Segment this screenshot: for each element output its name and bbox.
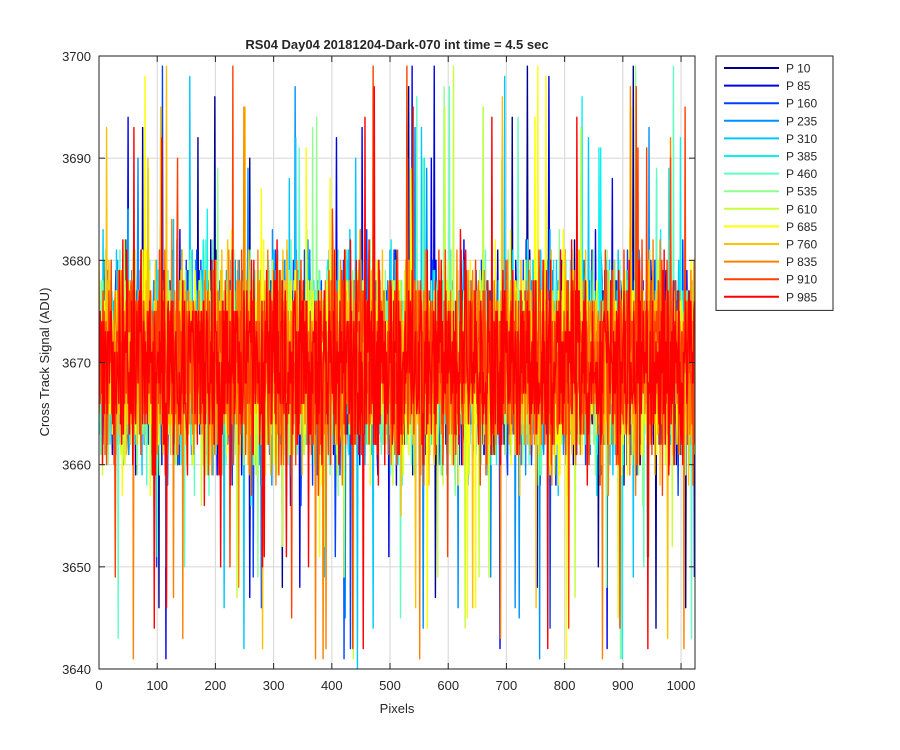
- legend-label: P 85: [786, 79, 811, 93]
- legend-label: P 460: [786, 167, 817, 181]
- legend-label: P 685: [786, 220, 817, 234]
- x-tick-label: 0: [95, 678, 102, 693]
- legend-label: P 910: [786, 273, 817, 287]
- y-tick-label: 3640: [62, 662, 91, 677]
- legend-label: P 385: [786, 150, 817, 164]
- x-tick-label: 100: [146, 678, 168, 693]
- x-tick-label: 200: [205, 678, 227, 693]
- y-tick-label: 3700: [62, 49, 91, 64]
- y-tick-label: 3670: [62, 356, 91, 371]
- legend-label: P 985: [786, 290, 817, 304]
- legend-label: P 535: [786, 185, 817, 199]
- x-tick-label: 900: [612, 678, 634, 693]
- legend-label: P 160: [786, 97, 817, 111]
- y-tick-label: 3690: [62, 151, 91, 166]
- x-tick-label: 1000: [667, 678, 696, 693]
- legend-label: P 235: [786, 114, 817, 128]
- x-tick-label: 600: [437, 678, 459, 693]
- series-layer: [99, 65, 695, 669]
- x-tick-label: 700: [496, 678, 518, 693]
- series-line: [99, 85, 695, 650]
- y-tick-label: 3660: [62, 458, 91, 473]
- legend-label: P 835: [786, 255, 817, 269]
- y-axis-label: Cross Track Signal (ADU): [37, 288, 52, 437]
- x-tick-label: 400: [321, 678, 343, 693]
- legend-label: P 610: [786, 202, 817, 216]
- legend-label: P 760: [786, 238, 817, 252]
- y-tick-label: 3650: [62, 560, 91, 575]
- legend-label: P 310: [786, 132, 817, 146]
- x-tick-label: 300: [263, 678, 285, 693]
- legend: P 10 P 85 P 160 P 235 P 310 P 385 P 460 P 535 P …: [715, 55, 834, 311]
- y-tick-label: 3680: [62, 253, 91, 268]
- x-tick-label: 800: [554, 678, 576, 693]
- chart-title: RS04 Day04 20181204-Dark-070 int time = …: [245, 37, 548, 52]
- legend-box: [715, 55, 834, 311]
- axes: 0 100 200 300 400 500 600 700 800 900 1000 3640 3650…: [62, 49, 695, 693]
- x-axis-label: Pixels: [380, 701, 415, 716]
- x-tick-label: 500: [379, 678, 401, 693]
- legend-label: P 10: [786, 62, 811, 76]
